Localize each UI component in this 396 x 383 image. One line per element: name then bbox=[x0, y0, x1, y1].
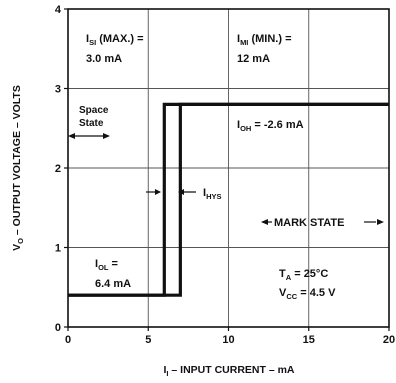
svg-text:II – INPUT CURRENT – mA: II – INPUT CURRENT – mA bbox=[163, 364, 294, 378]
svg-text:IOH = -2.6 mA: IOH = -2.6 mA bbox=[237, 119, 304, 133]
space-state-line1: Space bbox=[79, 105, 109, 116]
x-axis-label: II – INPUT CURRENT – mA bbox=[163, 364, 294, 378]
svg-text:IHYS: IHYS bbox=[203, 187, 221, 201]
y-tick-label-0: 0 bbox=[55, 322, 61, 334]
svg-text:ISI (MAX.) =: ISI (MAX.) = bbox=[86, 33, 144, 47]
imi-annotation: IMI (MIN.) = 12 mA bbox=[237, 33, 292, 65]
svg-text:VCC = 4.5 V: VCC = 4.5 V bbox=[279, 287, 336, 301]
x-tick-label-1: 5 bbox=[145, 334, 151, 346]
y-tick-label-2: 2 bbox=[55, 163, 61, 175]
iol-annotation: IOL = 6.4 mA bbox=[95, 258, 131, 290]
mark-state-label: MARK STATE bbox=[274, 217, 344, 229]
space-state-line2: State bbox=[79, 118, 104, 129]
y-tick-label-4: 4 bbox=[55, 4, 62, 16]
y-tick-label-3: 3 bbox=[55, 84, 61, 96]
ioh-annotation: IOH = -2.6 mA bbox=[237, 119, 304, 133]
space-state-arrow-left bbox=[68, 133, 75, 139]
mark-state-annotation: MARK STATE bbox=[261, 217, 384, 229]
mark-state-arrow-right bbox=[377, 219, 384, 225]
x-tick-label-0: 0 bbox=[65, 334, 71, 346]
isi-value: 3.0 mA bbox=[86, 53, 122, 65]
y-axis-label: VO – OUTPUT VOLTAGE – VOLTS bbox=[11, 85, 25, 251]
x-tick-label-2: 10 bbox=[222, 334, 234, 346]
svg-text:TA = 25°C: TA = 25°C bbox=[279, 268, 328, 282]
ihys-annotation: IHYS bbox=[146, 187, 221, 201]
y-tick-label-1: 1 bbox=[55, 243, 61, 255]
isi-annotation: ISI (MAX.) = 3.0 mA bbox=[86, 33, 144, 65]
svg-text:IMI (MIN.) =: IMI (MIN.) = bbox=[237, 33, 292, 47]
x-tick-label-4: 20 bbox=[383, 334, 395, 346]
space-state-arrow-right bbox=[103, 133, 110, 139]
space-state-annotation: Space State bbox=[68, 105, 110, 139]
conditions-annotation: TA = 25°C VCC = 4.5 V bbox=[279, 268, 336, 301]
ihys-arrow-left-head bbox=[155, 189, 161, 195]
imi-value: 12 mA bbox=[237, 53, 270, 65]
iol-value: 6.4 mA bbox=[95, 278, 131, 290]
svg-text:VO – OUTPUT VOLTAGE – VOLTS: VO – OUTPUT VOLTAGE – VOLTS bbox=[11, 85, 25, 251]
svg-text:IOL =: IOL = bbox=[95, 258, 118, 272]
x-tick-label-3: 15 bbox=[303, 334, 315, 346]
